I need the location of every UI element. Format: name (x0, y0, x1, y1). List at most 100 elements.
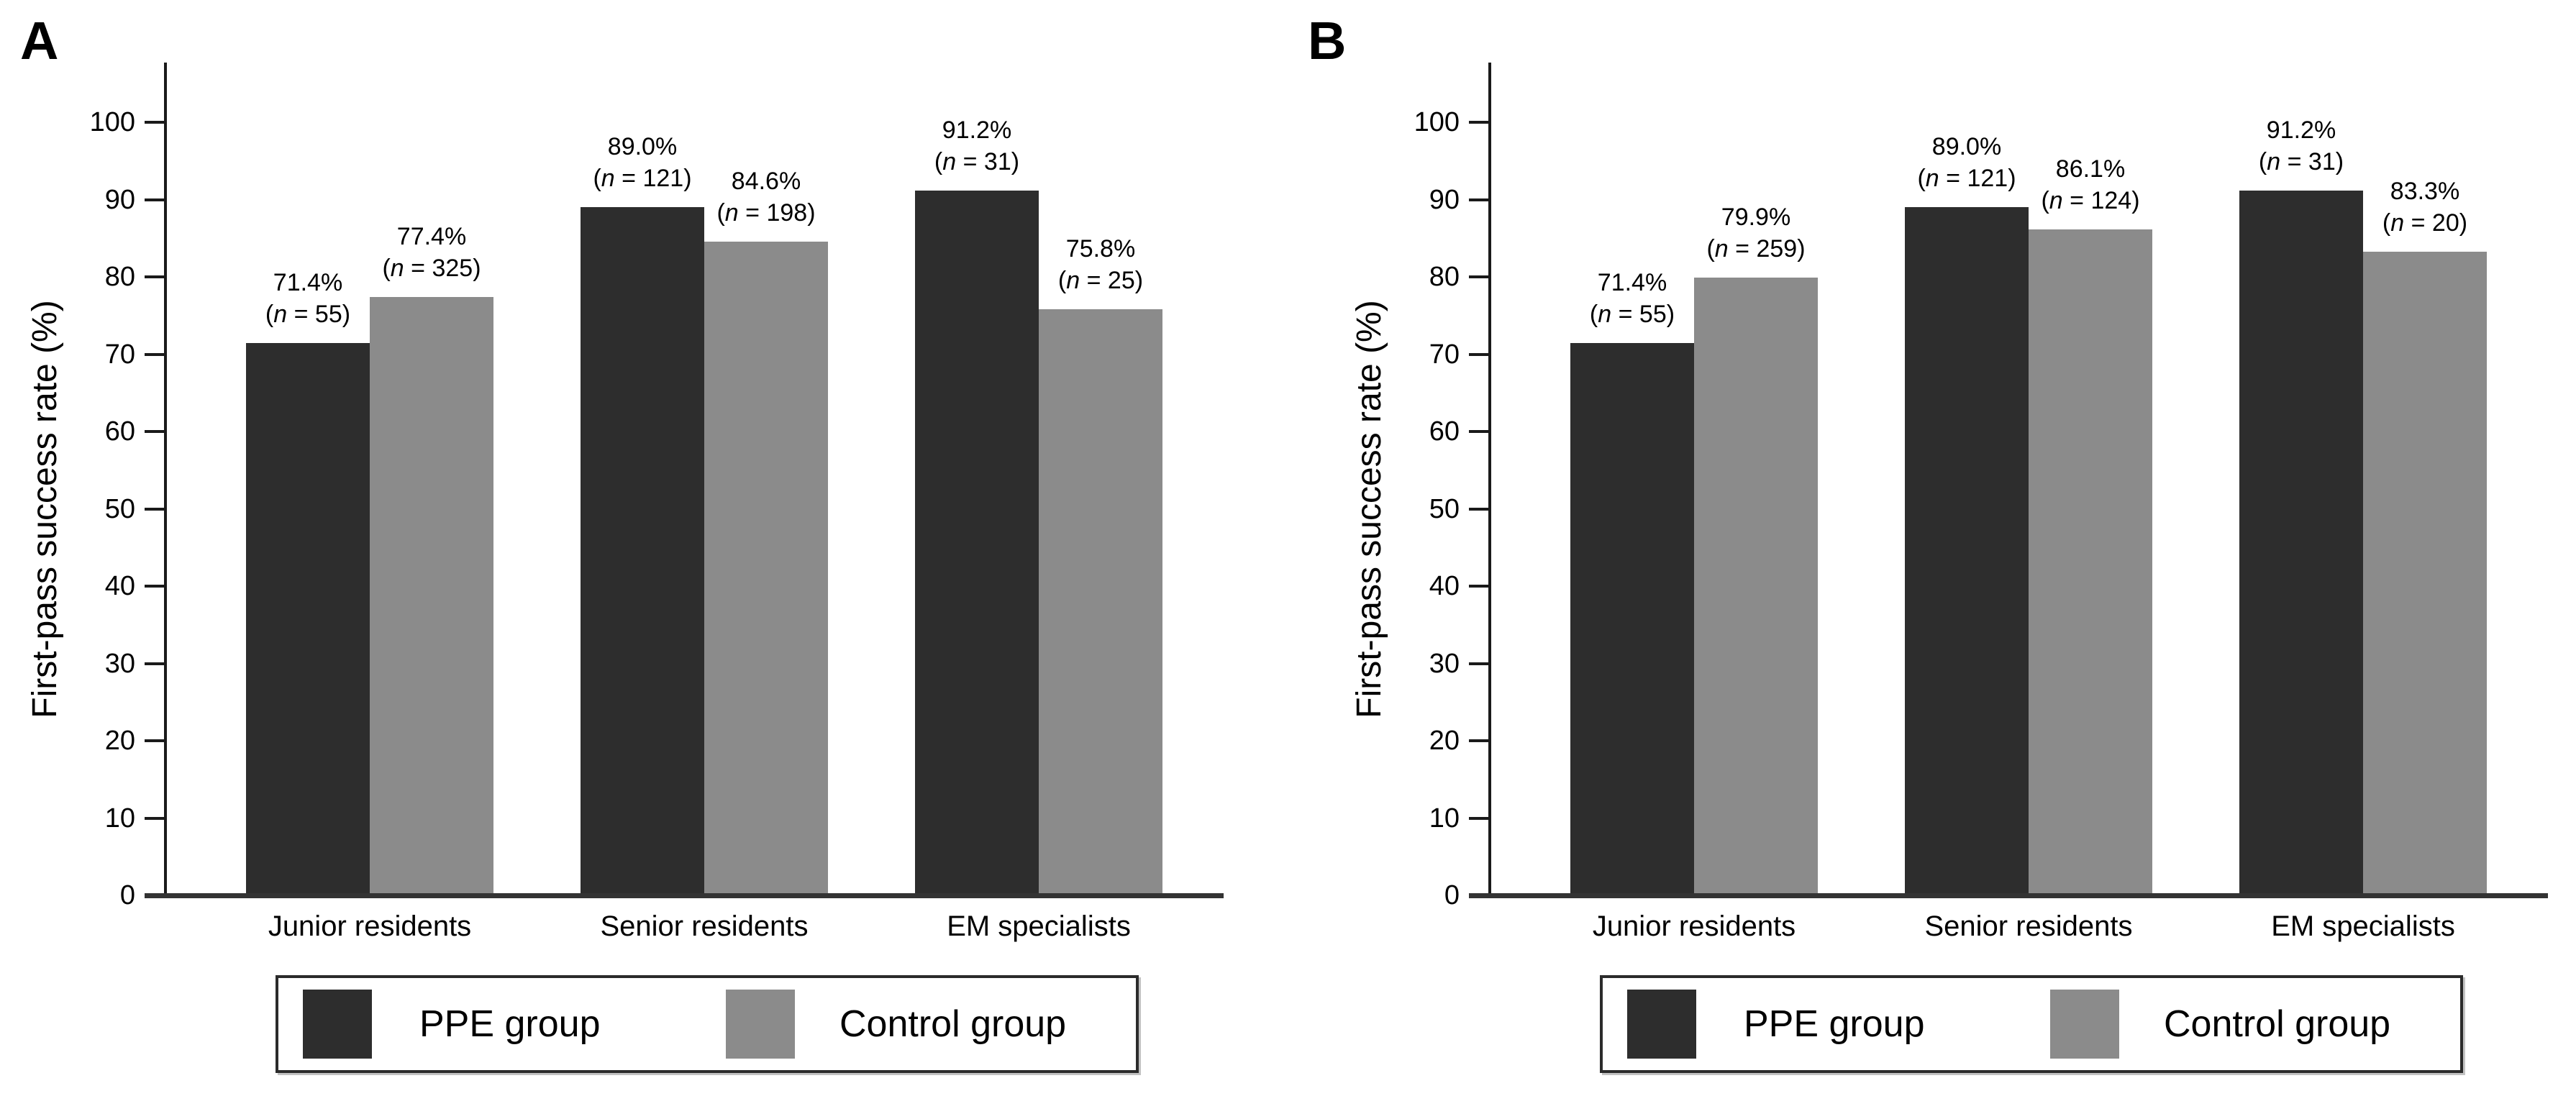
y-tick-label: 10 (104, 803, 135, 834)
y-tick-label: 50 (1429, 493, 1460, 524)
y-tick-label: 0 (1444, 880, 1460, 910)
y-tick-mark (1469, 739, 1488, 742)
y-tick-mark (145, 662, 164, 665)
y-axis-title: First-pass success rate (%) (26, 299, 64, 718)
y-tick-label: 0 (119, 880, 135, 910)
panel-label-a: A (20, 11, 60, 70)
y-tick-mark (1469, 430, 1488, 433)
y-tick-label: 80 (104, 262, 135, 292)
bar-percent-label: 91.2% (2266, 116, 2336, 144)
bar-percent-label: 91.2% (942, 116, 1012, 144)
bar-ppe-group (2239, 190, 2363, 893)
bar-value-label: 79.9% (n = 259) (1634, 201, 1878, 268)
y-tick-label: 30 (1429, 648, 1460, 679)
bar-value-label: 91.2% (n = 31) (2179, 114, 2423, 181)
y-tick-mark (145, 121, 164, 124)
y-tick-label: 100 (89, 107, 135, 137)
y-tick-mark (145, 739, 164, 742)
legend-box: PPE group Control group (276, 975, 1139, 1073)
y-axis-line (1488, 63, 1491, 898)
y-tick-mark (1469, 198, 1488, 201)
panel-label-b: B (1308, 11, 1347, 70)
y-tick-mark (145, 275, 164, 278)
legend-swatch-ppe (303, 990, 372, 1059)
bar-percent-label: 77.4% (396, 222, 467, 250)
bar-n-label: (n = 31) (2258, 147, 2344, 175)
legend-box: PPE group Control group (1600, 975, 2463, 1073)
y-tick-mark (1469, 662, 1488, 665)
bar-n-label: (n = 55) (265, 301, 351, 329)
y-tick-mark (145, 430, 164, 433)
y-tick-label: 70 (1429, 339, 1460, 370)
bar-n-label: (n = 25) (1057, 267, 1144, 295)
y-tick-label: 100 (1414, 107, 1460, 137)
bar-value-label: 91.2% (n = 31) (855, 114, 1099, 181)
y-tick-mark (145, 352, 164, 356)
bar-n-label: (n = 121) (593, 165, 692, 193)
bar-control-group (1694, 278, 1818, 893)
bar-percent-label: 89.0% (607, 133, 678, 161)
bar-percent-label: 71.4% (1597, 269, 1667, 297)
y-axis-title: First-pass success rate (%) (1350, 299, 1388, 718)
x-axis-line (1469, 893, 2548, 898)
bar-percent-label: 71.4% (273, 269, 343, 297)
y-tick-label: 90 (1429, 184, 1460, 215)
y-tick-label: 50 (104, 493, 135, 524)
y-tick-label: 40 (1429, 571, 1460, 601)
y-tick-mark (1469, 352, 1488, 356)
y-tick-mark (1469, 507, 1488, 511)
y-tick-mark (145, 198, 164, 201)
category-label: Senior residents (1924, 910, 2133, 942)
bar-value-label: 84.6% (n = 198) (644, 165, 888, 232)
legend-label-ppe: PPE group (419, 1003, 601, 1045)
legend-label-ppe: PPE group (1744, 1003, 1925, 1045)
bar-value-label: 83.3% (n = 20) (2303, 175, 2547, 242)
bar-n-label: (n = 121) (1917, 165, 2016, 193)
legend-label-control: Control group (2164, 1003, 2391, 1045)
y-tick-mark (1469, 585, 1488, 588)
category-label: EM specialists (947, 910, 1131, 942)
bar-value-label: 77.4% (n = 325) (309, 221, 554, 287)
bar-value-label: 75.8% (n = 25) (978, 233, 1223, 299)
bar-value-label: 86.1% (n = 124) (1968, 153, 2213, 219)
bar-n-label: (n = 55) (1589, 301, 1675, 329)
bar-ppe-group (1905, 207, 2029, 893)
bar-n-label: (n = 31) (934, 147, 1020, 175)
bar-percent-label: 79.9% (1721, 204, 1791, 232)
y-tick-label: 60 (1429, 416, 1460, 447)
y-tick-label: 90 (104, 184, 135, 215)
y-tick-label: 20 (1429, 726, 1460, 756)
bar-control-group (1039, 309, 1162, 893)
bar-ppe-group (1570, 343, 1694, 893)
legend-swatch-control (726, 990, 795, 1059)
category-label: Junior residents (268, 910, 472, 942)
y-tick-mark (1469, 816, 1488, 820)
legend-swatch-control (2050, 990, 2119, 1059)
category-label: Junior residents (1592, 910, 1796, 942)
category-label: EM specialists (2271, 910, 2455, 942)
y-tick-label: 40 (104, 571, 135, 601)
bar-ppe-group (915, 190, 1039, 893)
y-tick-mark (145, 507, 164, 511)
bar-percent-label: 83.3% (2390, 177, 2460, 205)
y-tick-mark (1469, 275, 1488, 278)
y-axis-line (164, 63, 167, 898)
category-label: Senior residents (600, 910, 809, 942)
bar-value-label: 89.0% (n = 121) (520, 131, 765, 197)
legend-swatch-ppe (1627, 990, 1696, 1059)
bar-ppe-group (246, 343, 370, 893)
bar-value-label: 89.0% (n = 121) (1844, 131, 2089, 197)
bar-control-group (704, 241, 828, 893)
bar-control-group (2029, 229, 2152, 893)
bar-n-label: (n = 124) (2041, 187, 2140, 215)
x-axis-line (145, 893, 1224, 898)
y-tick-label: 30 (104, 648, 135, 679)
bar-n-label: (n = 325) (382, 254, 481, 282)
y-tick-label: 60 (104, 416, 135, 447)
legend-label-control: Control group (839, 1003, 1067, 1045)
bar-n-label: (n = 198) (716, 198, 816, 227)
bar-ppe-group (581, 207, 704, 893)
bar-value-label: 71.4% (n = 55) (1510, 267, 1754, 333)
y-tick-label: 10 (1429, 803, 1460, 834)
